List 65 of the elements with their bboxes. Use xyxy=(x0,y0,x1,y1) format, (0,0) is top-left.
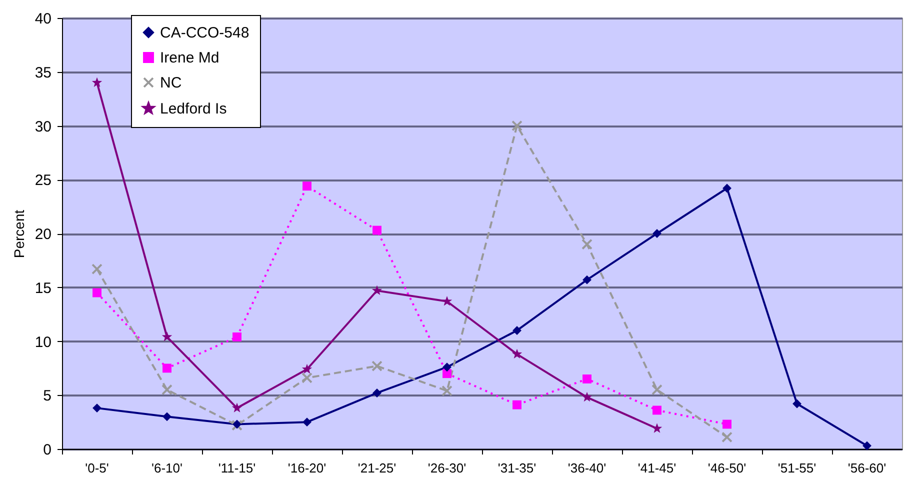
point xyxy=(722,184,732,193)
point xyxy=(512,326,522,335)
y-tick-label: 35 xyxy=(34,64,52,82)
point xyxy=(162,364,172,373)
point xyxy=(302,182,312,191)
x-tick-label: '11-15' xyxy=(218,460,256,476)
point xyxy=(582,238,592,250)
point xyxy=(442,296,452,306)
x-tick-label: '21-25' xyxy=(358,460,396,476)
legend-label: CA-CCO-548 xyxy=(160,24,250,42)
y-tick-label: 20 xyxy=(34,226,52,243)
point xyxy=(722,432,732,443)
point xyxy=(92,264,102,275)
y-tick-label: 10 xyxy=(34,334,52,351)
x-tick-label: '6-10' xyxy=(152,460,182,476)
y-tick-label: 25 xyxy=(34,172,52,190)
point xyxy=(792,399,802,408)
y-tick-label: 5 xyxy=(43,388,52,405)
point xyxy=(302,372,312,384)
point xyxy=(442,385,452,396)
point xyxy=(442,369,452,378)
y-tick-label: 30 xyxy=(34,118,52,136)
point xyxy=(512,348,522,359)
y-axis-title: Percent xyxy=(10,210,27,258)
legend-label: Ledford Is xyxy=(160,100,227,118)
legend-label: Irene Md xyxy=(160,50,220,66)
point xyxy=(302,418,312,427)
point xyxy=(92,288,102,298)
x-tick-label: '0-5' xyxy=(85,460,109,476)
point xyxy=(582,374,592,384)
point xyxy=(372,226,382,235)
legend-label: NC xyxy=(160,74,182,92)
point xyxy=(582,392,592,402)
point xyxy=(232,332,242,342)
point xyxy=(162,412,172,422)
point xyxy=(92,77,102,87)
x-tick-label: '31-35' xyxy=(498,460,536,476)
point xyxy=(372,360,382,372)
y-tick-label: 0 xyxy=(43,442,52,458)
point xyxy=(162,384,172,396)
point xyxy=(582,275,592,284)
point xyxy=(652,406,662,415)
point xyxy=(862,441,872,450)
point xyxy=(652,229,662,238)
x-tick-label: '26-30' xyxy=(428,460,466,476)
point xyxy=(372,388,382,398)
point xyxy=(512,120,522,132)
point xyxy=(162,332,172,342)
y-tick-label: 40 xyxy=(34,10,52,28)
point xyxy=(372,285,382,295)
point xyxy=(232,402,242,412)
point xyxy=(92,404,102,413)
x-tick-label: '51-55' xyxy=(778,460,816,476)
point xyxy=(302,364,312,374)
x-tick-label: '36-40' xyxy=(568,460,606,476)
x-tick-label: '41-45' xyxy=(638,460,676,476)
point xyxy=(442,362,452,372)
x-tick-label: '46-50' xyxy=(708,460,746,476)
point xyxy=(512,400,522,410)
point xyxy=(722,420,732,429)
y-tick-label: 15 xyxy=(34,280,52,297)
x-tick-label: '16-20' xyxy=(288,460,326,476)
point xyxy=(652,384,662,396)
x-tick-label: '56-60' xyxy=(848,460,886,476)
point xyxy=(652,423,662,433)
